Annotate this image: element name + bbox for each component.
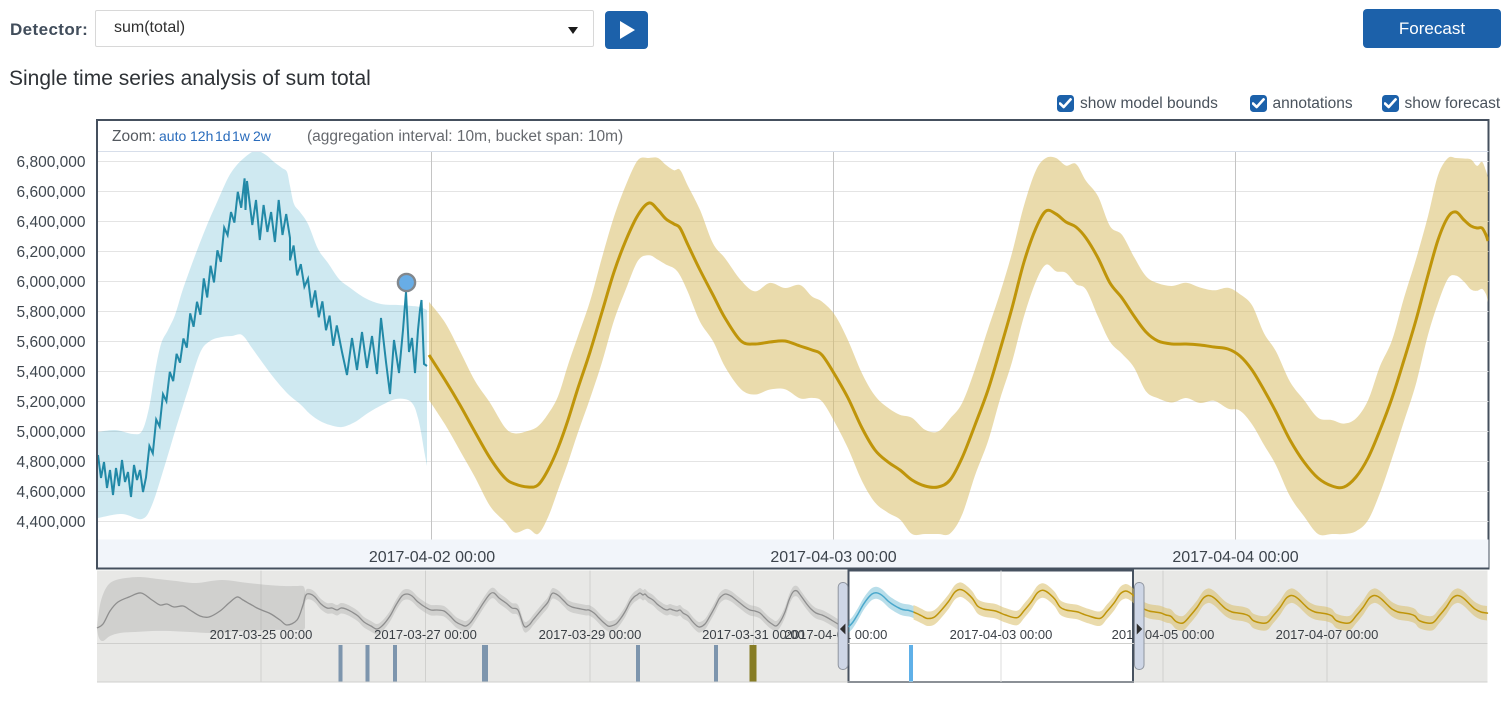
svg-text:6,200,000: 6,200,000 <box>17 244 86 261</box>
svg-text:6,800,000: 6,800,000 <box>17 154 86 171</box>
svg-text:2017-04-03 00:00: 2017-04-03 00:00 <box>770 549 896 566</box>
svg-text:12h: 12h <box>190 128 213 144</box>
svg-text:auto: auto <box>159 128 186 144</box>
svg-text:2017-03-25 00:00: 2017-03-25 00:00 <box>210 627 313 642</box>
svg-text:6,600,000: 6,600,000 <box>17 184 86 201</box>
svg-text:2017-03-31 00:00: 2017-03-31 00:00 <box>702 627 805 642</box>
svg-text:2017-04-04 00:00: 2017-04-04 00:00 <box>1172 549 1298 566</box>
svg-text:5,000,000: 5,000,000 <box>17 424 86 441</box>
svg-text:5,800,000: 5,800,000 <box>17 304 86 321</box>
svg-text:2017-04-07 00:00: 2017-04-07 00:00 <box>1276 627 1379 642</box>
svg-text:5,600,000: 5,600,000 <box>17 334 86 351</box>
svg-text:2017-04-01 00:00: 2017-04-01 00:00 <box>785 627 888 642</box>
svg-text:5,400,000: 5,400,000 <box>17 364 86 381</box>
svg-text:2017-04-02 00:00: 2017-04-02 00:00 <box>369 549 495 566</box>
svg-text:2017-03-29 00:00: 2017-03-29 00:00 <box>539 627 642 642</box>
svg-text:2017-04-05 00:00: 2017-04-05 00:00 <box>1112 627 1215 642</box>
svg-text:6,000,000: 6,000,000 <box>17 274 86 291</box>
svg-text:2017-04-03 00:00: 2017-04-03 00:00 <box>950 627 1053 642</box>
svg-text:4,600,000: 4,600,000 <box>17 484 86 501</box>
svg-text:Zoom:: Zoom: <box>112 128 156 145</box>
svg-text:4,800,000: 4,800,000 <box>17 454 86 471</box>
svg-text:1w: 1w <box>232 128 251 144</box>
svg-text:4,400,000: 4,400,000 <box>17 514 86 531</box>
svg-text:6,400,000: 6,400,000 <box>17 214 86 231</box>
svg-text:5,200,000: 5,200,000 <box>17 394 86 411</box>
svg-text:1d: 1d <box>215 128 231 144</box>
svg-text:2017-03-27 00:00: 2017-03-27 00:00 <box>374 627 477 642</box>
svg-text:(aggregation interval: 10m, bu: (aggregation interval: 10m, bucket span:… <box>307 128 623 145</box>
svg-text:2w: 2w <box>253 128 272 144</box>
